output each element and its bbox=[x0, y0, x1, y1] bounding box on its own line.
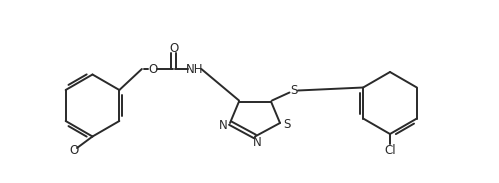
Text: N: N bbox=[219, 119, 228, 132]
Text: S: S bbox=[290, 84, 297, 97]
Text: NH: NH bbox=[186, 63, 204, 76]
Text: Cl: Cl bbox=[384, 144, 396, 157]
Text: O: O bbox=[69, 144, 78, 157]
Text: S: S bbox=[283, 117, 291, 130]
Text: N: N bbox=[253, 137, 262, 150]
Text: O: O bbox=[169, 42, 179, 55]
Text: O: O bbox=[148, 63, 158, 76]
